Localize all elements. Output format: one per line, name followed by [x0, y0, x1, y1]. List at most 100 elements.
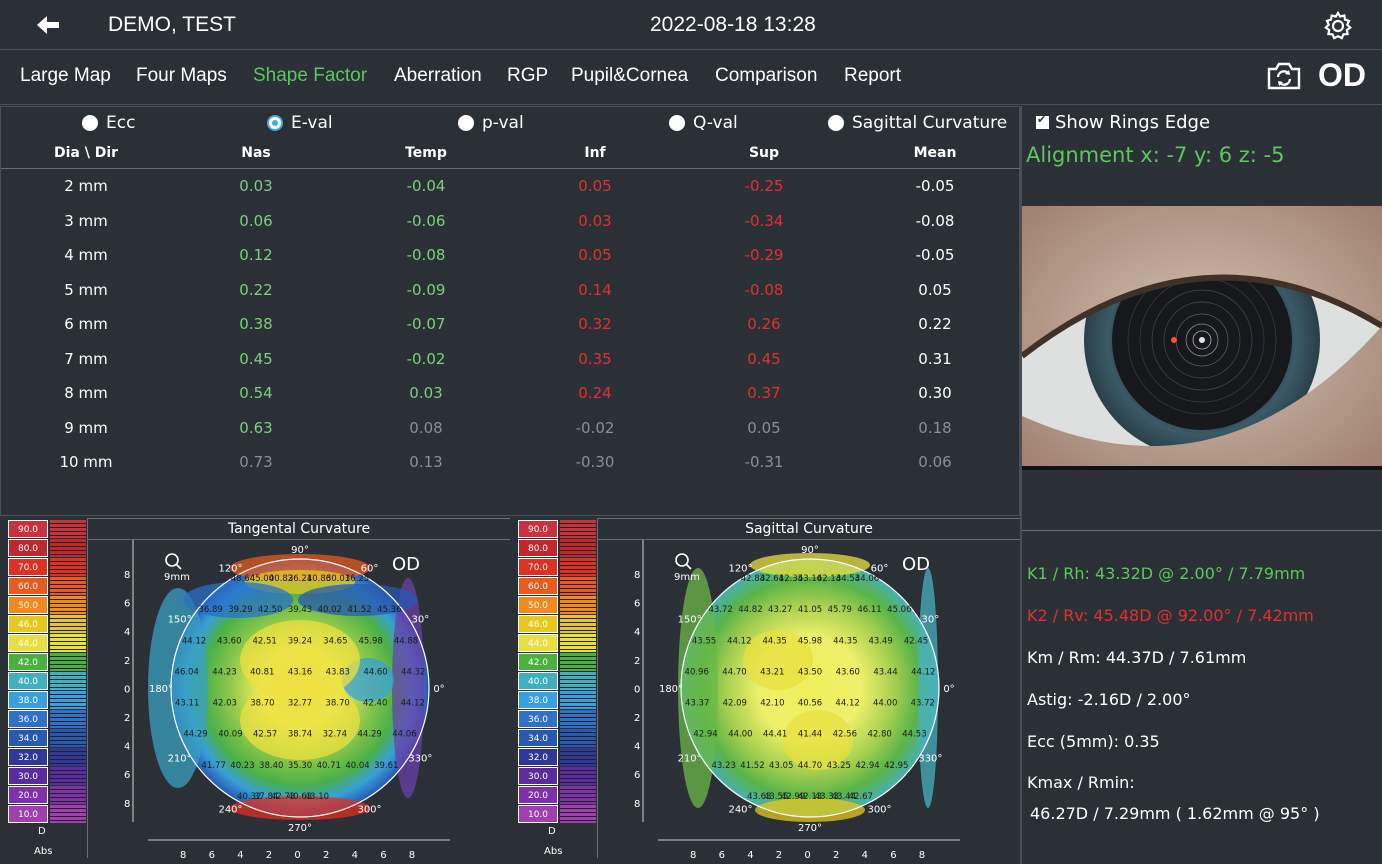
degree-label: 60°	[871, 564, 889, 575]
map-value-label: 43.83	[326, 667, 350, 677]
degree-label: 60°	[361, 564, 379, 575]
map-value-label: 40.86	[307, 574, 331, 584]
radio-ecc[interactable]: Ecc	[82, 113, 135, 133]
right-panel-divider	[1022, 530, 1382, 531]
map-eye-label: OD	[902, 554, 930, 575]
scale-swatch	[50, 577, 86, 595]
show-rings-edge-checkbox[interactable]: Show Rings Edge	[1036, 112, 1210, 133]
scale-label: 50.0	[8, 596, 48, 614]
degree-label: 0°	[943, 684, 954, 695]
map-value-label: 43.16	[798, 574, 822, 584]
scale-swatch	[560, 634, 596, 652]
scale-swatch	[560, 767, 596, 785]
cell-label: 10 mm	[59, 453, 113, 471]
y-tick-label: 4	[124, 627, 130, 638]
y-tick-label: 0	[634, 684, 640, 695]
scale-swatch	[50, 520, 86, 538]
gear-icon[interactable]	[1322, 10, 1354, 42]
k1-readout: K1 / Rh: 43.32D @ 2.00° / 7.79mm	[1027, 564, 1306, 583]
map-value-label: 44.06	[392, 730, 416, 740]
map-value-label: 42.73	[271, 792, 295, 802]
cell-temp: -0.06	[406, 211, 446, 230]
y-tick-label: 4	[124, 742, 130, 753]
y-tick-label: 6	[634, 599, 640, 610]
cell-label: 2 mm	[64, 177, 108, 195]
panel-divider	[1020, 106, 1022, 864]
tab-shape-factor[interactable]: Shape Factor	[253, 65, 368, 86]
x-tick-label: 8	[180, 850, 186, 858]
eye-photo	[1022, 206, 1382, 470]
map-value-label: 40.23	[230, 761, 254, 771]
scale-label: 70.0	[518, 558, 558, 576]
tab-large-map[interactable]: Large Map	[20, 65, 111, 86]
scale-swatch	[50, 786, 86, 804]
scale-swatch	[560, 805, 596, 823]
map-value-label: 46.11	[857, 605, 881, 615]
x-tick-label: 8	[690, 850, 696, 858]
table-row: 5 mm 0.22 -0.09 0.14 -0.08 0.05	[1, 281, 1021, 311]
map-value-label: 44.35	[833, 636, 857, 646]
radio-e-val[interactable]: E-val	[267, 113, 333, 133]
cell-sup: 0.37	[747, 384, 781, 402]
scale-swatch	[50, 767, 86, 785]
map-value-label: 42.51	[252, 636, 276, 646]
scale-unit-label: D	[548, 826, 556, 837]
patient-name: DEMO, TEST	[108, 13, 236, 36]
cell-mean: 0.31	[918, 349, 952, 368]
map-region	[750, 553, 870, 577]
scale-label: 90.0	[518, 520, 558, 538]
map-value-label: 39.29	[228, 605, 252, 615]
map-value-label: 43.27	[768, 605, 792, 615]
back-arrow-icon[interactable]	[34, 12, 62, 38]
camera-icon[interactable]	[1266, 60, 1302, 92]
scale-label: 32.0	[518, 748, 558, 766]
sagittal-map-panel: Sagittal Curvature 8 6 4 2 0 2 4 6 8 8 6 4 2 0 2 4 6 8 42.8…	[597, 518, 1020, 858]
scale-mode-label[interactable]: Abs	[544, 846, 563, 857]
tab-comparison[interactable]: Comparison	[715, 65, 818, 86]
degree-label: 150°	[168, 615, 192, 626]
map-value-label: 38.74	[288, 730, 312, 740]
map-value-label: 43.33	[815, 792, 839, 802]
cell-inf: 0.32	[578, 315, 612, 333]
degree-label: 120°	[218, 564, 242, 575]
scale-label: 34.0	[8, 729, 48, 747]
cell-inf: -0.02	[575, 418, 615, 437]
cell-inf: 0.05	[578, 246, 612, 264]
map-value-label: 38.70	[325, 699, 349, 709]
tab-rgp[interactable]: RGP	[507, 65, 549, 86]
tab-report[interactable]: Report	[844, 65, 902, 86]
tab-four-maps[interactable]: Four Maps	[136, 65, 227, 86]
scale-swatch	[50, 634, 86, 652]
map-value-label: 42.94	[693, 730, 717, 740]
map-value-label: 40.02	[318, 605, 342, 615]
map-value-label: 42.40	[363, 699, 387, 709]
table-row: 2 mm 0.03 -0.04 0.05 -0.25 -0.05	[1, 177, 1021, 207]
tab-pupil-cornea[interactable]: Pupil&Cornea	[571, 65, 689, 86]
radio-q-val[interactable]: Q-val	[669, 113, 738, 133]
map-value-label: 43.23	[712, 761, 736, 771]
radio-p-val[interactable]: p-val	[458, 113, 524, 133]
cell-nas: 0.45	[239, 349, 273, 368]
scale-label: 60.0	[518, 577, 558, 595]
scale-mode-label[interactable]: Abs	[34, 846, 53, 857]
cell-inf: -0.30	[575, 453, 615, 471]
map-value-label: 43.37	[685, 699, 709, 709]
scale-swatch	[560, 596, 596, 614]
scale-label: 42.0	[518, 653, 558, 671]
degree-label: 120°	[728, 564, 752, 575]
map-value-label: 35.30	[288, 761, 312, 771]
map-value-label: 42.99	[781, 792, 805, 802]
map-value-label: 40.96	[685, 667, 709, 677]
scale-label: 38.0	[518, 691, 558, 709]
x-tick-label: 2	[266, 850, 272, 858]
color-scale: 90.0 80.0 70.0 60.0 50.0 46.0 44.0 42.0 40.0 38.0…	[510, 518, 596, 858]
y-tick-label: 6	[634, 770, 640, 781]
scale-swatch	[50, 539, 86, 557]
map-value-label: 42.83	[741, 574, 765, 584]
tab-aberration[interactable]: Aberration	[394, 65, 482, 86]
cell-mean: 0.18	[918, 418, 952, 437]
degree-label: 150°	[678, 615, 702, 626]
radio-sagittal-curvature[interactable]: Sagittal Curvature	[828, 113, 1007, 133]
